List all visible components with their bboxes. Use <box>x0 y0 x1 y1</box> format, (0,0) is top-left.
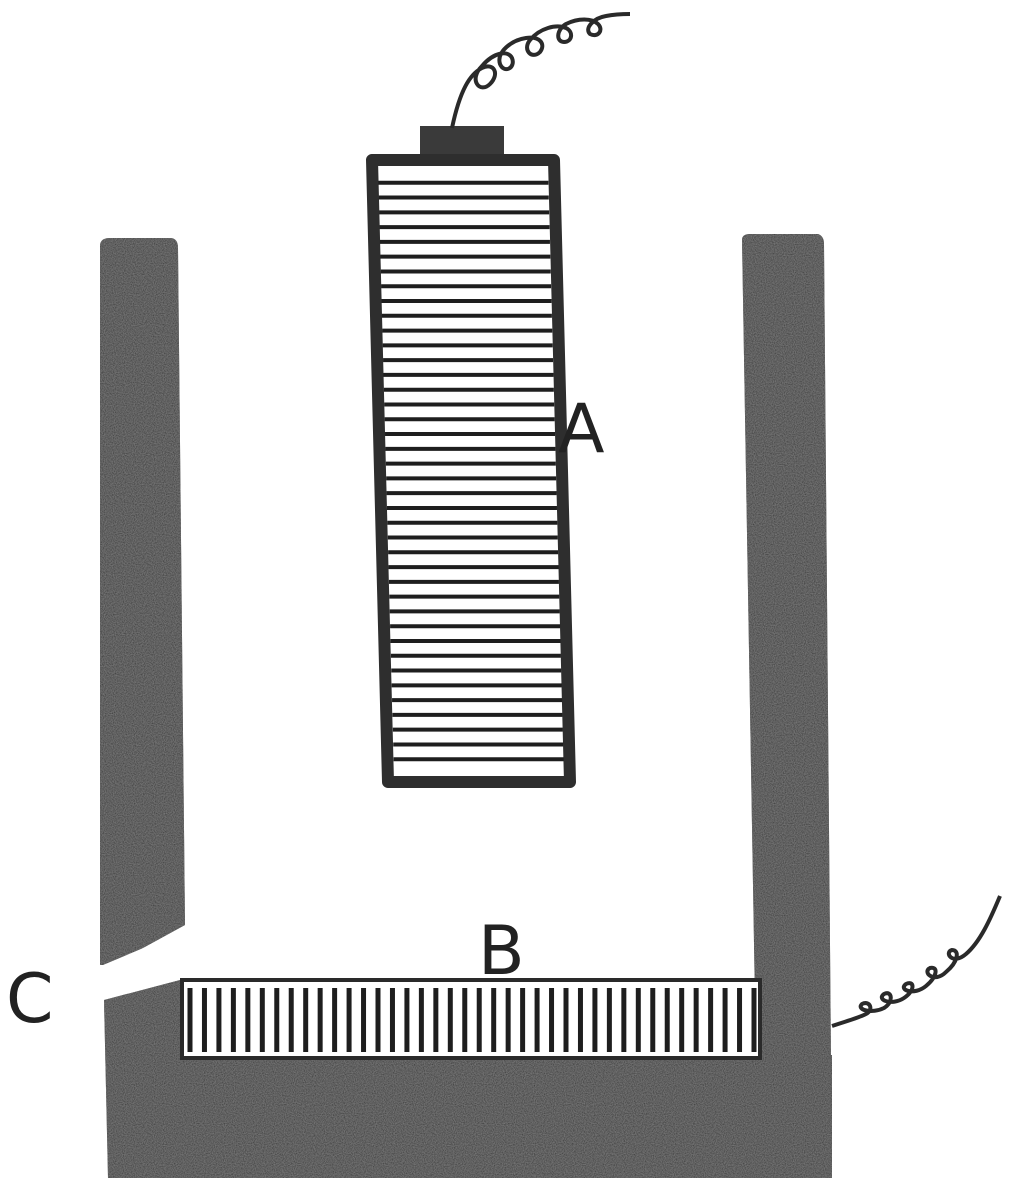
plate-a-slats <box>378 180 564 762</box>
label-b: B <box>478 912 525 991</box>
plate-a-body <box>366 154 576 788</box>
label-c: C <box>6 960 53 1039</box>
plate-a <box>366 126 576 788</box>
wire-right <box>831 895 1002 1028</box>
plate-b <box>180 978 762 1060</box>
vessel-right-wall <box>742 234 832 1178</box>
label-a: A <box>558 390 605 469</box>
wire-top <box>450 12 631 129</box>
gap-c <box>96 930 186 998</box>
plate-b-slots <box>187 988 757 1052</box>
vessel-left-wall <box>100 238 185 965</box>
plate-b-body <box>180 978 762 1060</box>
